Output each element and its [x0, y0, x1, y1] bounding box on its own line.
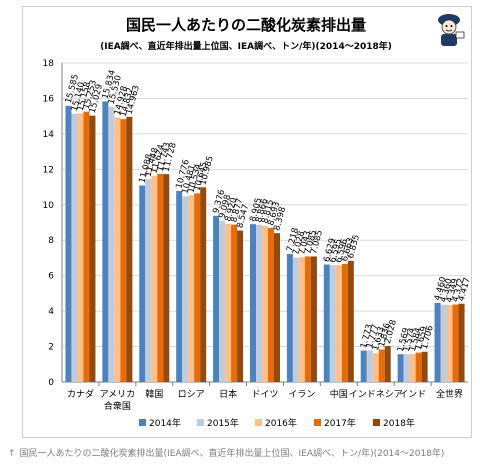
bar — [145, 179, 152, 382]
legend-label: 2017年 — [324, 417, 356, 429]
x-tick-label: イラン — [288, 389, 315, 400]
figure-caption: ↑ 国民一人あたりの二酸化炭素排出量(IEA調べ、直近年排出量上位国、IEA調べ、… — [8, 446, 444, 459]
bar — [304, 256, 311, 382]
x-tick-label: インド — [399, 390, 426, 400]
bar — [256, 224, 262, 382]
y-tick-label: 12 — [43, 165, 54, 175]
bar — [268, 227, 274, 382]
x-tick-label: 中国 — [330, 388, 348, 400]
y-tick-label: 16 — [43, 94, 55, 104]
bar — [397, 354, 404, 382]
y-tick-label: 6 — [48, 272, 54, 282]
bar — [237, 230, 244, 382]
bar — [452, 304, 459, 382]
x-tick-label: 合衆国 — [104, 400, 131, 412]
y-tick-label: 8 — [48, 236, 54, 246]
bar — [182, 196, 189, 382]
y-tick-label: 10 — [43, 201, 55, 211]
chart-frame — [22, 6, 472, 438]
legend-label: 2016年 — [265, 417, 297, 429]
bar — [250, 224, 256, 382]
x-tick-label: カナダ — [67, 388, 94, 400]
bar — [231, 224, 238, 382]
bar — [176, 191, 183, 382]
caption-arrow: ↑ — [8, 449, 16, 459]
x-tick-label: ロシア — [178, 390, 205, 400]
bar — [225, 223, 232, 382]
legend-swatch — [255, 419, 262, 426]
bar — [360, 350, 367, 382]
y-tick-label: 18 — [43, 59, 55, 69]
bar — [114, 117, 121, 383]
bar — [151, 175, 158, 382]
bar — [65, 105, 72, 382]
caption-text: 国民一人あたりの二酸化炭素排出量(IEA調べ、直近年排出量上位国、IEA調べ、ト… — [19, 449, 445, 459]
co2-per-capita-chart: 国民一人あたりの二酸化炭素排出量 (IEA調べ、直近年排出量上位国、IEA調べ、ト… — [43, 16, 470, 429]
legend-label: 2015年 — [207, 417, 239, 429]
bar — [286, 254, 293, 382]
legend-label: 2018年 — [383, 417, 415, 429]
y-tick-label: 0 — [48, 378, 54, 388]
bar — [440, 304, 447, 382]
bar — [108, 106, 115, 382]
bar — [372, 353, 379, 382]
bar — [458, 303, 465, 382]
bar — [421, 351, 428, 382]
bar — [384, 346, 391, 382]
bar — [157, 173, 164, 382]
value-label: 2.028 — [383, 319, 399, 345]
legend-swatch — [314, 419, 321, 426]
bar — [335, 265, 342, 382]
bar — [120, 119, 127, 383]
bar — [409, 353, 416, 382]
bar — [329, 265, 336, 382]
legend-swatch — [197, 419, 204, 426]
bar — [347, 260, 354, 382]
bar — [213, 215, 220, 382]
x-tick-label: 日本 — [219, 388, 237, 400]
y-tick-label: 14 — [43, 130, 55, 140]
bar — [298, 257, 305, 382]
bar — [89, 115, 96, 383]
mascot-character-icon — [438, 14, 465, 46]
bar — [139, 185, 146, 382]
bar — [188, 195, 195, 382]
legend-swatch — [373, 419, 380, 426]
bar — [341, 263, 348, 382]
legend-label: 2014年 — [149, 417, 181, 429]
bar — [378, 349, 385, 382]
y-tick-label: 4 — [48, 307, 54, 317]
bar — [77, 113, 84, 383]
bar — [446, 304, 453, 382]
y-tick-label: 2 — [48, 343, 54, 353]
legend-swatch — [139, 419, 146, 426]
x-tick-label: インドネシア — [349, 389, 403, 400]
x-tick-label: 韓国 — [145, 389, 163, 400]
bar — [366, 350, 373, 382]
bar — [292, 257, 299, 382]
bar — [323, 264, 330, 382]
chart-subtitle: (IEA調べ、直近年排出量上位国、IEA調べ、トン/年)(2014～2018年) — [100, 40, 392, 52]
bar — [262, 225, 268, 382]
bar — [194, 193, 201, 382]
x-tick-label: ドイツ — [251, 390, 278, 400]
chart-title: 国民一人あたりの二酸化炭素排出量 — [126, 16, 366, 34]
x-tick-label: アメリカ — [100, 389, 136, 400]
bar — [200, 187, 207, 382]
bar — [403, 354, 410, 382]
bar — [126, 116, 133, 382]
bar — [219, 220, 226, 382]
bar — [71, 113, 78, 383]
bar — [434, 302, 441, 382]
bar — [163, 174, 170, 382]
bar — [415, 352, 422, 382]
x-tick-label: 全世界 — [436, 388, 463, 400]
value-label: 10.985 — [198, 155, 215, 186]
bar — [310, 256, 317, 382]
bar — [274, 233, 280, 382]
bar — [83, 111, 90, 382]
bar — [102, 101, 109, 383]
